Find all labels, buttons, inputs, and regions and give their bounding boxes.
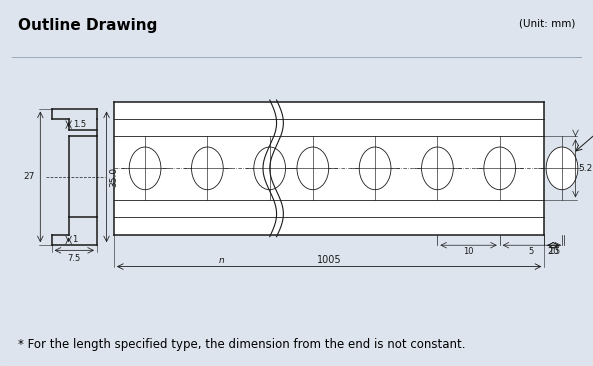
- Ellipse shape: [359, 147, 391, 190]
- Text: 1.5: 1.5: [73, 120, 86, 129]
- Text: 10: 10: [463, 247, 474, 256]
- Text: 2.5: 2.5: [548, 247, 561, 256]
- Ellipse shape: [297, 147, 329, 190]
- Ellipse shape: [192, 147, 223, 190]
- Bar: [114, 102, 544, 235]
- Text: n: n: [219, 256, 224, 265]
- Text: 27: 27: [23, 172, 34, 182]
- Text: Outline Drawing: Outline Drawing: [18, 18, 157, 33]
- Ellipse shape: [254, 147, 285, 190]
- Text: 10: 10: [548, 247, 559, 256]
- Text: 5.2: 5.2: [578, 164, 592, 173]
- Ellipse shape: [484, 147, 515, 190]
- Text: 1005: 1005: [317, 255, 342, 265]
- Ellipse shape: [422, 147, 453, 190]
- Text: (Unit: mm): (Unit: mm): [519, 18, 575, 28]
- Ellipse shape: [129, 147, 161, 190]
- Ellipse shape: [546, 147, 578, 190]
- Text: 1: 1: [72, 235, 78, 244]
- Text: 7.5: 7.5: [68, 254, 81, 263]
- Text: 5: 5: [528, 247, 534, 256]
- Text: * For the length specified type, the dimension from the end is not constant.: * For the length specified type, the dim…: [18, 338, 466, 351]
- Text: 35.0: 35.0: [109, 167, 118, 187]
